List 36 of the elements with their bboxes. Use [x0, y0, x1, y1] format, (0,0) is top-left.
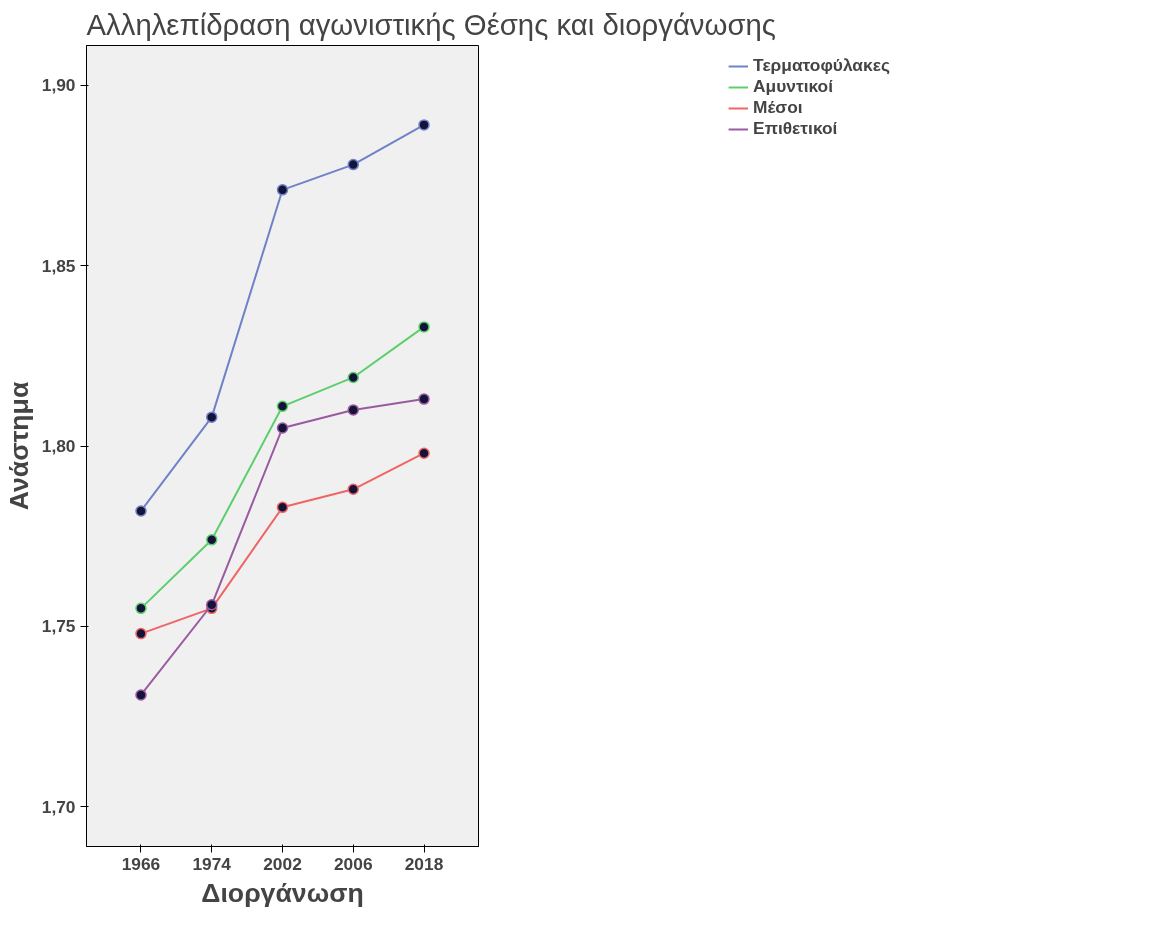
point	[276, 501, 289, 514]
point	[347, 404, 360, 416]
legend-label: Επιθετικοί	[753, 118, 838, 139]
point	[205, 534, 218, 546]
x-tick-label: 2006	[333, 853, 373, 874]
point	[418, 321, 430, 333]
y-tick-label: 1,90	[41, 75, 76, 96]
point	[135, 602, 147, 615]
point	[276, 400, 289, 413]
legend-label: Τερματοφύλακες	[753, 55, 890, 76]
point	[135, 627, 147, 640]
x-tick-label: 2018	[404, 853, 444, 874]
x-axis-title: Διοργάνωση	[201, 877, 364, 908]
y-tick-label: 1,70	[41, 796, 76, 817]
y-tick-label: 1,75	[41, 616, 76, 637]
point	[205, 411, 218, 423]
point	[135, 505, 147, 517]
point	[418, 119, 430, 131]
point	[347, 158, 360, 171]
x-tick-label: 2002	[263, 853, 302, 874]
point	[347, 483, 360, 496]
point	[276, 184, 289, 196]
x-tick-label: 1966	[121, 853, 161, 874]
point	[418, 393, 430, 405]
point	[135, 689, 147, 701]
legend-label: Μέσοι	[753, 97, 803, 118]
x-tick-label: 1974	[192, 853, 232, 874]
point	[276, 422, 289, 434]
y-axis-title: Ανάστημα	[3, 381, 34, 511]
y-tick-label: 1,85	[41, 255, 76, 276]
y-tick-label: 1,80	[41, 436, 76, 456]
point	[418, 447, 430, 459]
point	[205, 599, 218, 611]
point	[347, 371, 360, 384]
legend-label: Αμυντικοί	[753, 76, 833, 97]
chart-title: Αλληλεπίδραση αγωνιστικής Θέσης και διοργάνωσης	[86, 7, 776, 41]
